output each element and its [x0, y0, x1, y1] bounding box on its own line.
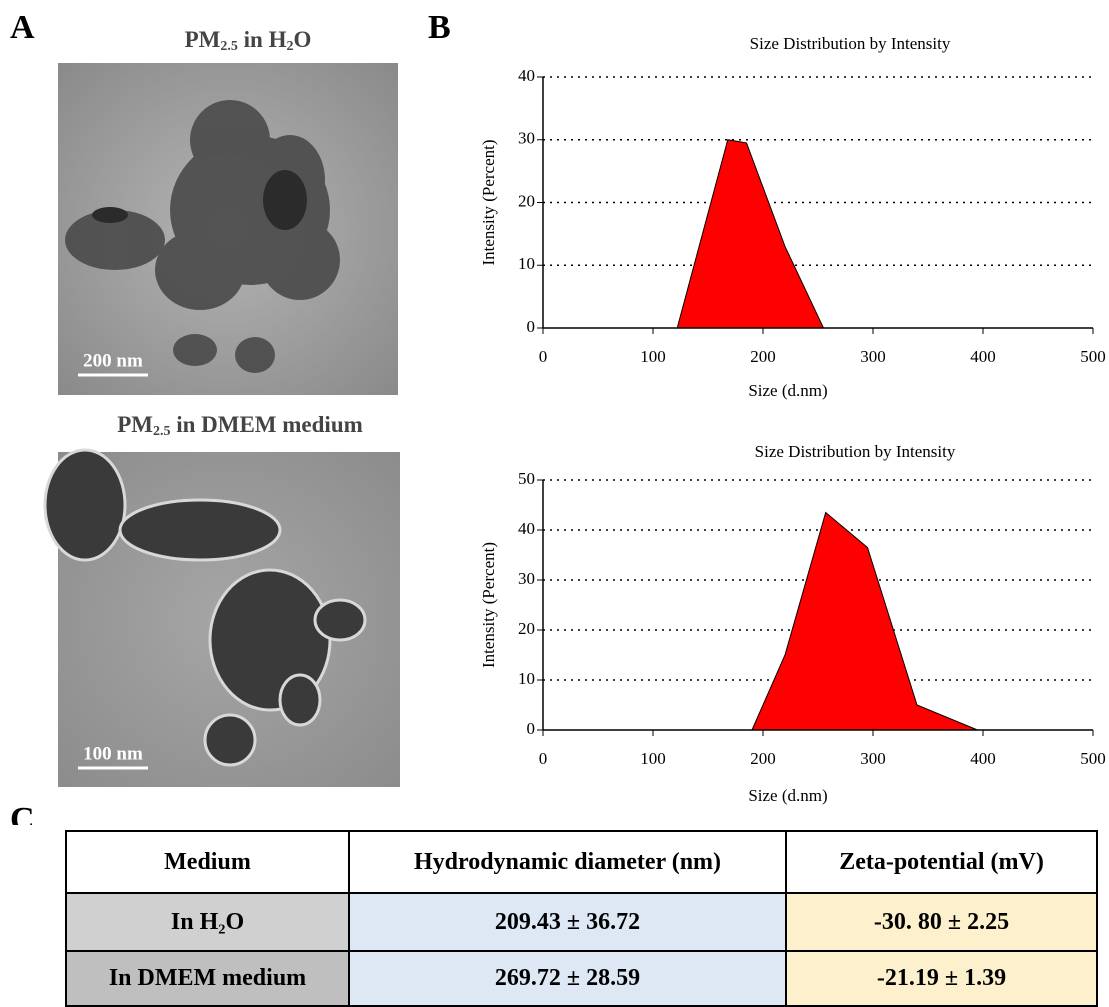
y-tick-label: 30: [518, 569, 535, 588]
header-cell: Medium: [65, 830, 350, 894]
x-tick-label: 300: [860, 347, 886, 366]
subscript: 2.5: [220, 39, 238, 54]
table-row: In DMEM medium 269.72 ± 28.59 -21.19 ± 1…: [65, 950, 1098, 1007]
x-tick-label: 300: [860, 749, 886, 768]
x-tick-label: 100: [640, 749, 666, 768]
y-tick-label: 10: [518, 669, 535, 688]
image-title: PM2.5 in H2O: [185, 27, 312, 54]
x-tick-label: 100: [640, 347, 666, 366]
y-tick-label: 40: [518, 66, 535, 85]
x-tick-label: 400: [970, 347, 996, 366]
y-tick-label: 30: [518, 129, 535, 148]
header-cell: Zeta-potential (mV): [785, 830, 1098, 894]
tem-image: 100 nm: [43, 448, 400, 787]
y-tick-label: 10: [518, 254, 535, 273]
x-tick-label: 500: [1080, 347, 1106, 366]
panel-label: C: [10, 801, 35, 825]
chart-title: Size Distribution by Intensity: [750, 34, 951, 53]
title-text: in DMEM medium: [170, 412, 362, 437]
y-tick-label: 40: [518, 519, 535, 538]
y-tick-label: 0: [527, 317, 536, 336]
title-text: PM: [117, 412, 153, 437]
panel-label: B: [428, 9, 451, 46]
x-tick-label: 200: [750, 749, 776, 768]
panel-label: A: [10, 9, 35, 46]
title-text: in H: [238, 27, 287, 52]
x-tick-label: 400: [970, 749, 996, 768]
figure-canvas: A B C 200 nm 100 nm PM2.5 in H2O PM2.5 i…: [10, 9, 1106, 825]
scale-bar-label: 100 nm: [83, 743, 143, 764]
y-tick-label: 0: [527, 719, 536, 738]
x-axis-label: Size (d.nm): [748, 381, 827, 400]
cell: 269.72 ± 28.59: [348, 950, 787, 1007]
tem-image: 200 nm: [58, 63, 398, 395]
scale-bar-label: 200 nm: [83, 350, 143, 371]
area: [751, 511, 978, 731]
subscript: 2.5: [153, 424, 171, 439]
cell: In DMEM medium: [65, 950, 350, 1007]
title-text: O: [293, 27, 311, 52]
x-axis-label: Size (d.nm): [748, 786, 827, 805]
table-header: Medium Hydrodynamic diameter (nm) Zeta-p…: [65, 830, 1098, 894]
y-tick-label: 20: [518, 619, 535, 638]
results-table: Medium Hydrodynamic diameter (nm) Zeta-p…: [65, 830, 1098, 1007]
cell: 209.43 ± 36.72: [348, 892, 787, 952]
y-axis-label: Intensity (Percent): [479, 542, 498, 668]
table-row: In H₂O 209.43 ± 36.72 -30. 80 ± 2.25: [65, 892, 1098, 952]
x-tick-label: 500: [1080, 749, 1106, 768]
y-tick-label: 20: [518, 191, 535, 210]
y-tick-label: 50: [518, 469, 535, 488]
area: [676, 139, 825, 329]
y-axis-label: Intensity (Percent): [479, 139, 498, 265]
cell: -30. 80 ± 2.25: [785, 892, 1098, 952]
cell: -21.19 ± 1.39: [785, 950, 1098, 1007]
title-text: PM: [185, 27, 221, 52]
x-tick-label: 0: [539, 749, 548, 768]
chart-title: Size Distribution by Intensity: [755, 442, 956, 461]
x-tick-label: 200: [750, 347, 776, 366]
cell: In H₂O: [65, 892, 350, 952]
subscript: 2: [286, 39, 293, 54]
x-tick-label: 0: [539, 347, 548, 366]
header-cell: Hydrodynamic diameter (nm): [348, 830, 787, 894]
image-title: PM2.5 in DMEM medium: [117, 412, 363, 439]
